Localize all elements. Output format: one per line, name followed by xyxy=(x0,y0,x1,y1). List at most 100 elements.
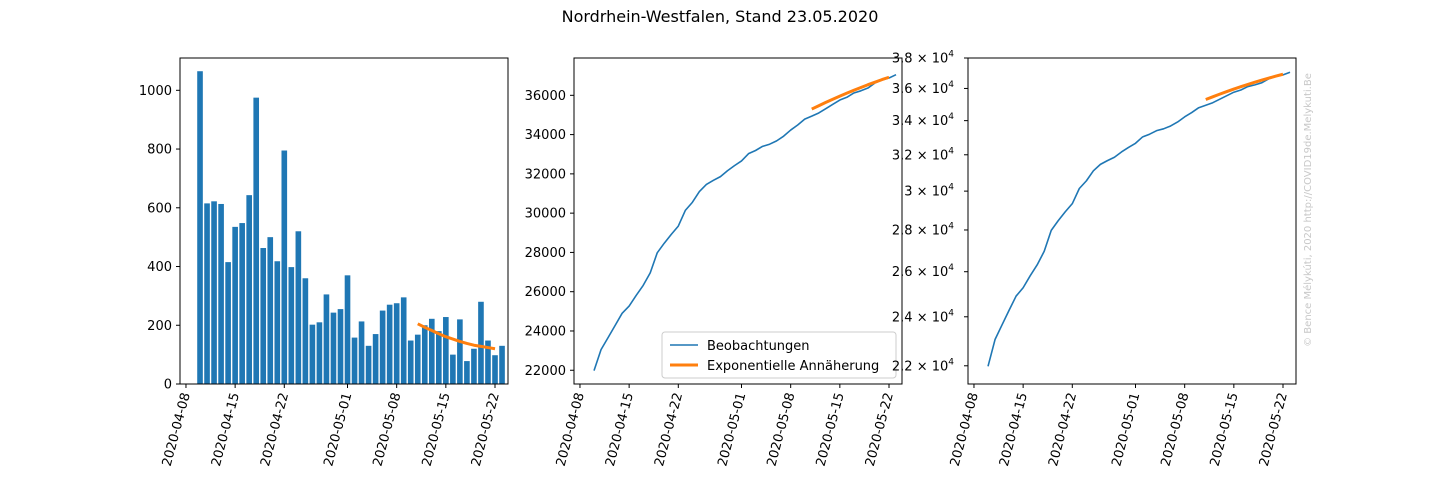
x-tick-label: 2020-04-15 xyxy=(603,391,637,468)
y-tick-label: 22000 xyxy=(525,364,566,379)
fit-line xyxy=(811,75,890,111)
bar xyxy=(471,348,477,384)
y-tick-label: 3.2 × 104 xyxy=(892,146,954,163)
bar xyxy=(428,318,435,384)
daily-cases-bar-chart: 2020-04-08 2020-04-15 2020-04-22 2020-05-01… xyxy=(139,57,509,468)
x-tick-label: 2020-05-22 xyxy=(469,391,503,468)
bar xyxy=(253,97,260,385)
axes-frame xyxy=(179,57,509,385)
y-tick-label: 3.4 × 104 xyxy=(892,112,954,129)
x-tick-label: 2020-05-15 xyxy=(1208,391,1242,468)
bar xyxy=(302,278,309,384)
bar xyxy=(478,301,484,384)
x-tick-label: 2020-04-15 xyxy=(997,391,1031,468)
bar xyxy=(421,325,428,384)
bar xyxy=(274,261,281,384)
bar xyxy=(436,331,442,384)
bar xyxy=(267,237,274,384)
x-tick-label: 2020-04-22 xyxy=(652,391,686,468)
bar xyxy=(288,267,295,384)
bar xyxy=(211,201,217,384)
bar xyxy=(295,231,302,384)
y-tick-label: 3.8 × 104 xyxy=(892,50,954,67)
y-tick-label: 26000 xyxy=(525,285,566,300)
y-tick-label: 1000 xyxy=(139,84,172,99)
bar xyxy=(457,319,463,384)
bar xyxy=(309,324,316,384)
y-tick-label: 2.4 × 104 xyxy=(892,308,954,325)
bar xyxy=(239,223,245,384)
bar xyxy=(337,309,344,384)
y-tick-label: 36000 xyxy=(525,89,566,104)
bar xyxy=(316,322,323,384)
bar xyxy=(393,303,400,384)
y-tick-label: 28000 xyxy=(525,246,566,261)
bar xyxy=(323,294,330,384)
y-tick-label: 200 xyxy=(147,319,172,334)
cumulative-cases-log-chart: 2020-04-08 2020-04-15 2020-04-22 2020-05-01… xyxy=(892,50,1297,468)
x-tick-label: 2020-05-01 xyxy=(321,391,355,468)
x-tick-label: 2020-05-08 xyxy=(764,391,798,468)
legend-label: Exponentielle Annäherung xyxy=(707,359,879,374)
x-tick-label: 2020-04-08 xyxy=(160,391,194,468)
x-tick-label: 2020-04-08 xyxy=(554,391,588,468)
x-tick-label: 2020-05-08 xyxy=(370,391,404,468)
y-tick-label: 2.6 × 104 xyxy=(892,263,954,280)
legend-frame xyxy=(661,331,897,379)
x-tick-label: 2020-05-22 xyxy=(863,391,897,468)
fit-line xyxy=(417,322,496,351)
bar xyxy=(499,345,505,384)
bar xyxy=(450,354,456,384)
x-tick-label: 2020-05-01 xyxy=(1109,391,1143,468)
bar xyxy=(485,340,491,384)
y-tick-label: 600 xyxy=(147,201,172,216)
y-tick-label: 2.8 × 104 xyxy=(892,221,954,238)
bar xyxy=(414,334,421,384)
y-tick-label: 34000 xyxy=(525,128,566,143)
legend: Beobachtungen Exponentielle Annäherung xyxy=(661,331,897,379)
bar xyxy=(407,340,414,384)
figure-title: Nordrhein-Westfalen, Stand 23.05.2020 xyxy=(562,7,879,26)
y-tick-label: 0 xyxy=(164,378,172,393)
bar xyxy=(225,262,231,384)
bar xyxy=(197,71,203,384)
bar xyxy=(372,334,379,384)
y-tick-label: 24000 xyxy=(525,324,566,339)
x-tick-label: 2020-05-08 xyxy=(1158,391,1192,468)
bar xyxy=(351,337,358,384)
y-tick-label: 3.6 × 104 xyxy=(892,80,954,97)
bar xyxy=(246,195,252,384)
bar xyxy=(330,312,337,384)
legend-label: Beobachtungen xyxy=(707,339,810,354)
cumulative-cases-line-chart: 2020-04-08 2020-04-15 2020-04-22 2020-05-01… xyxy=(525,57,903,468)
y-tick-label: 32000 xyxy=(525,167,566,182)
bar xyxy=(204,203,210,384)
bar xyxy=(344,275,351,384)
bar xyxy=(443,317,449,384)
x-tick-label: 2020-05-22 xyxy=(1257,391,1291,468)
x-tick-label: 2020-05-15 xyxy=(814,391,848,468)
bar xyxy=(400,297,407,384)
x-tick-label: 2020-04-08 xyxy=(948,391,982,468)
bar xyxy=(358,321,365,384)
bar xyxy=(281,150,288,384)
y-tick-label: 3 × 104 xyxy=(904,183,954,200)
x-tick-label: 2020-04-22 xyxy=(258,391,292,468)
x-tick-label: 2020-04-15 xyxy=(209,391,243,468)
axes-frame xyxy=(967,57,1297,385)
observed-line xyxy=(593,73,897,371)
watermark: © Bence Mélykúti, 2020 http://COVID19de.… xyxy=(1302,73,1314,347)
bar xyxy=(386,304,393,384)
bar xyxy=(379,310,386,384)
observed-line xyxy=(987,71,1291,367)
bar xyxy=(232,226,238,384)
bar xyxy=(464,361,470,384)
x-tick-label: 2020-04-22 xyxy=(1046,391,1080,468)
fit-line xyxy=(1205,72,1284,101)
y-tick-label: 2.2 × 104 xyxy=(892,357,954,374)
bar xyxy=(218,203,224,384)
axes-frame xyxy=(573,57,903,385)
y-tick-label: 400 xyxy=(147,260,172,275)
